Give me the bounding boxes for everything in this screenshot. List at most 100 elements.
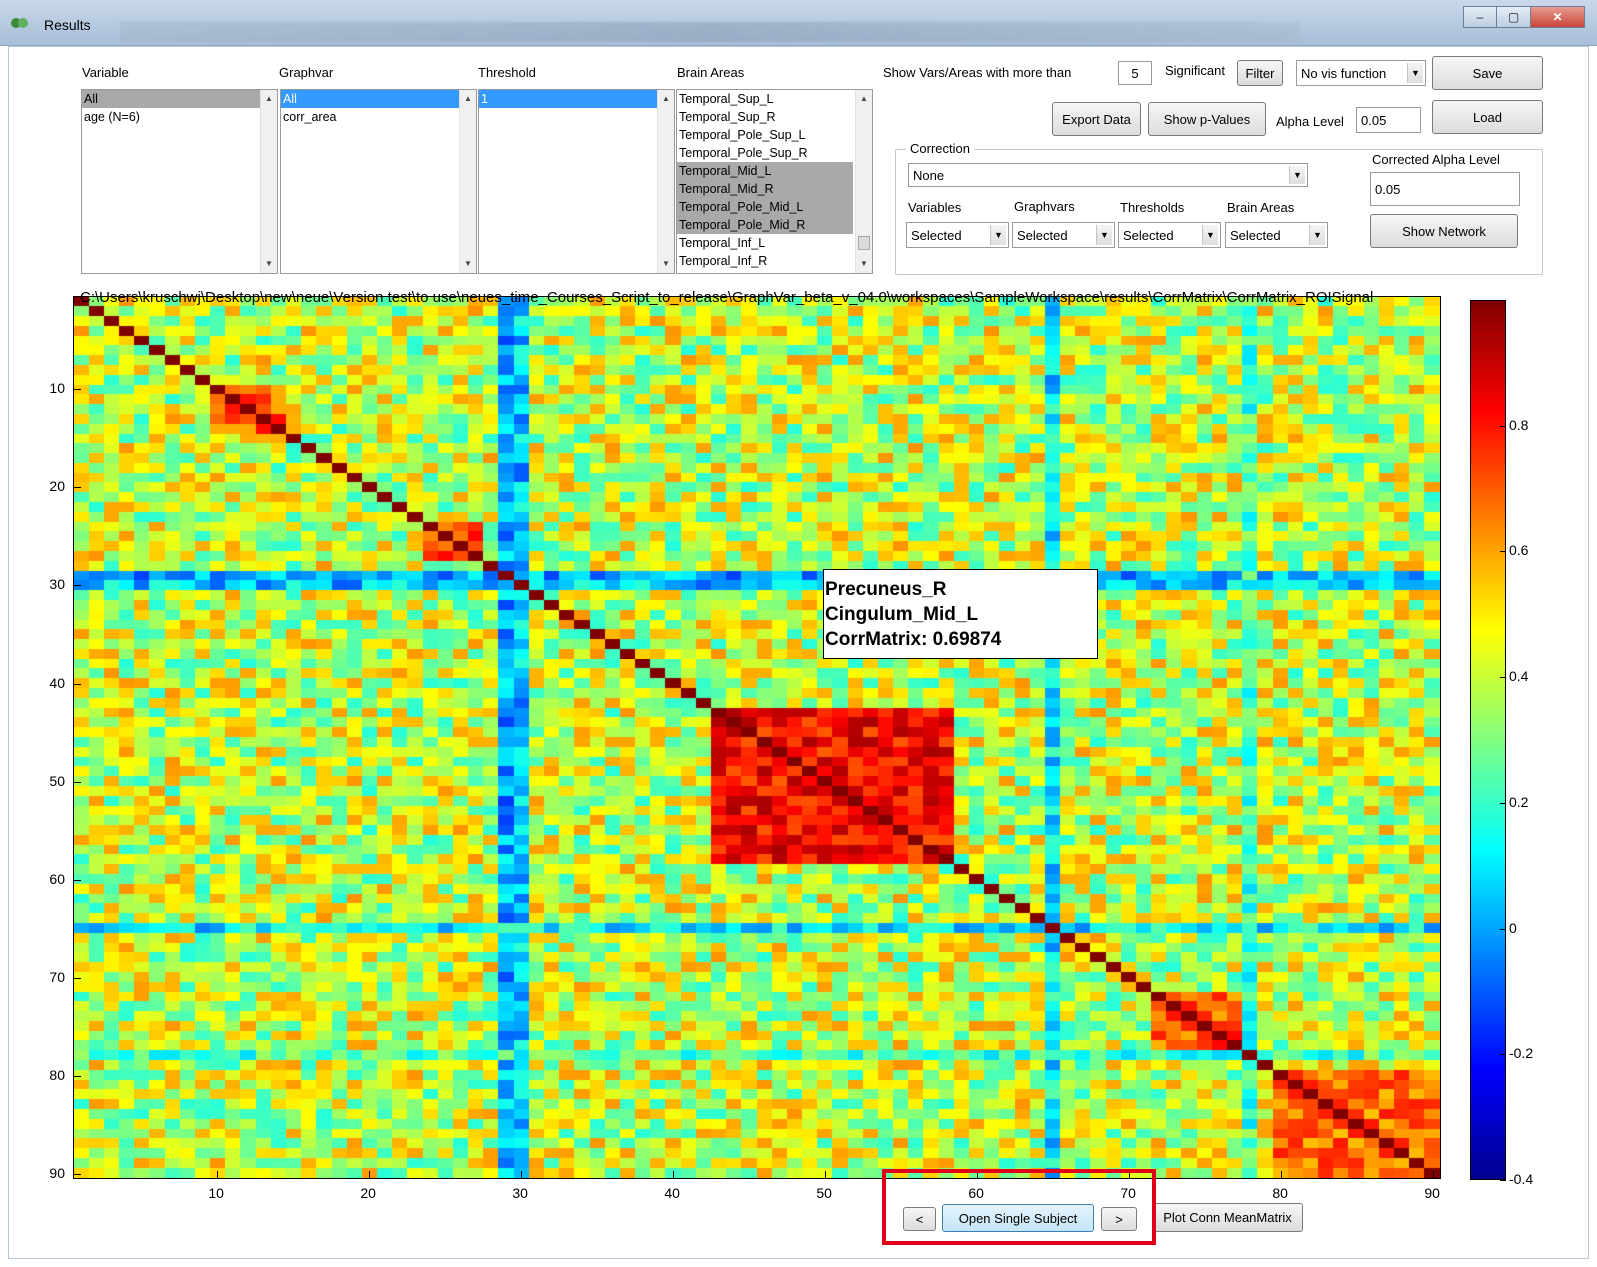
y-tick-label: 90 [49, 1165, 65, 1182]
list-item[interactable]: Temporal_Mid_R [677, 180, 853, 198]
filter-button[interactable]: Filter [1237, 60, 1283, 86]
maximize-button[interactable]: ▢ [1497, 6, 1531, 28]
y-tick-mark [73, 977, 81, 979]
close-button[interactable]: ✕ [1531, 6, 1585, 28]
y-tick-mark [73, 879, 81, 881]
x-tick-mark [521, 1171, 523, 1179]
y-tick-mark [73, 487, 81, 489]
threshold-header: Threshold [478, 65, 536, 80]
x-tick-mark [1129, 1171, 1131, 1179]
list-item[interactable]: All [82, 90, 260, 108]
x-tick-mark [1433, 1171, 1435, 1179]
graphvar-listbox[interactable]: All corr_area ▲ ▼ [280, 89, 477, 274]
open-single-subject-button[interactable]: Open Single Subject [942, 1204, 1094, 1232]
colorbar-tick-mark [1500, 802, 1506, 804]
colorbar [1470, 300, 1506, 1180]
list-item[interactable]: Temporal_Pole_Sup_R [679, 146, 808, 160]
chevron-down-icon: ▼ [1096, 225, 1112, 245]
dropdown-value: Selected [1230, 227, 1281, 243]
export-data-button[interactable]: Export Data [1052, 102, 1141, 136]
y-tick-mark [73, 389, 81, 391]
scrollbar[interactable]: ▲ ▼ [657, 90, 674, 273]
x-tick-label: 60 [968, 1185, 984, 1201]
correction-brain-areas-dropdown[interactable]: Selected ▼ [1225, 222, 1328, 248]
threshold-listbox[interactable]: 1 ▲ ▼ [478, 89, 675, 274]
x-tick-label: 50 [816, 1185, 832, 1201]
scrollbar[interactable]: ▲ ▼ [855, 90, 872, 273]
dropdown-value: Selected [1123, 227, 1174, 243]
list-item[interactable]: Temporal_Pole_Mid_R [677, 216, 853, 234]
colorbar-tick-label: -0.2 [1509, 1045, 1534, 1062]
red-highlight-annotation [882, 1169, 1156, 1245]
x-tick-mark [977, 1171, 979, 1179]
x-tick-label: 10 [208, 1185, 224, 1201]
load-button[interactable]: Load [1432, 100, 1543, 134]
heatmap-canvas[interactable] [74, 297, 1440, 1178]
y-tick-label: 10 [49, 380, 65, 397]
y-tick-label: 30 [49, 576, 65, 593]
x-tick-mark [1281, 1171, 1283, 1179]
window-buttons: – ▢ ✕ [1463, 6, 1585, 28]
alpha-level-input[interactable]: 0.05 [1356, 107, 1421, 133]
x-tick-mark [825, 1171, 827, 1179]
y-tick-mark [73, 585, 81, 587]
chevron-down-icon: ▼ [990, 225, 1006, 245]
show-vars-count-input[interactable]: 5 [1118, 61, 1152, 85]
x-tick-mark [369, 1171, 371, 1179]
correction-variables-dropdown[interactable]: Selected ▼ [906, 222, 1009, 248]
significant-label: Significant [1165, 63, 1225, 78]
variable-listbox[interactable]: All age (N=6) ▲ ▼ [81, 89, 278, 274]
list-item[interactable]: age (N=6) [84, 110, 140, 124]
minimize-button[interactable]: – [1463, 6, 1497, 28]
correction-method-dropdown[interactable]: None ▼ [908, 163, 1308, 187]
x-tick-mark [673, 1171, 675, 1179]
y-tick-label: 80 [49, 1066, 65, 1083]
correction-thresholds-dropdown[interactable]: Selected ▼ [1118, 222, 1221, 248]
list-item[interactable]: Temporal_Pole_Sup_L [679, 128, 806, 142]
datatip-col-label: Cingulum_Mid_L [825, 604, 979, 625]
colorbar-tick-label: -0.4 [1509, 1171, 1534, 1187]
chevron-down-icon: ▼ [1289, 166, 1305, 184]
colorbar-tick-mark [1500, 425, 1506, 427]
show-p-values-button[interactable]: Show p-Values [1148, 102, 1266, 136]
y-tick-label: 40 [49, 674, 65, 691]
list-item[interactable]: Temporal_Sup_R [679, 110, 776, 124]
correlation-heatmap[interactable] [73, 296, 1441, 1179]
datatip-row-label: Precuneus_R [825, 579, 947, 600]
window-title: Results [44, 17, 91, 33]
list-item[interactable]: Temporal_Pole_Mid_L [677, 198, 853, 216]
list-item[interactable]: corr_area [283, 110, 337, 124]
x-tick-label: 70 [1120, 1185, 1136, 1201]
list-item[interactable]: Temporal_Sup_L [679, 92, 774, 106]
x-tick-label: 40 [664, 1185, 680, 1201]
corrected-alpha-input[interactable]: 0.05 [1370, 172, 1520, 206]
next-subject-button[interactable]: > [1101, 1207, 1137, 1231]
window-titlebar: Results – ▢ ✕ [0, 0, 1597, 46]
scrollbar[interactable]: ▲ ▼ [260, 90, 277, 273]
list-item[interactable]: Temporal_Mid_L [677, 162, 853, 180]
correction-variables-label: Variables [908, 200, 962, 215]
vis-function-dropdown[interactable]: No vis function ▼ [1296, 60, 1426, 86]
scrollbar[interactable]: ▲ ▼ [459, 90, 476, 273]
dropdown-value: Selected [1017, 227, 1068, 243]
colorbar-tick-mark [1500, 677, 1506, 679]
brain-areas-listbox[interactable]: Temporal_Sup_L Temporal_Sup_R Temporal_P… [676, 89, 873, 274]
list-item[interactable]: 1 [479, 90, 657, 108]
previous-subject-button[interactable]: < [903, 1207, 936, 1231]
corrected-alpha-label: Corrected Alpha Level [1372, 152, 1500, 167]
scrollbar-thumb[interactable] [858, 236, 870, 250]
save-button[interactable]: Save [1432, 56, 1543, 90]
colorbar-tick-label: 0.6 [1509, 542, 1529, 559]
colorbar-tick-label: 0.8 [1509, 416, 1529, 433]
plot-conn-mean-matrix-button[interactable]: Plot Conn MeanMatrix [1152, 1203, 1303, 1232]
vis-function-value: No vis function [1301, 65, 1387, 81]
show-network-button[interactable]: Show Network [1370, 214, 1518, 248]
blurred-window-path [120, 22, 1300, 42]
colorbar-tick-label: 0.2 [1509, 793, 1529, 810]
x-tick-label: 90 [1424, 1185, 1440, 1201]
list-item[interactable]: Temporal_Inf_L [679, 236, 766, 250]
list-item[interactable]: All [281, 90, 459, 108]
correction-graphvars-dropdown[interactable]: Selected ▼ [1012, 222, 1115, 248]
list-item[interactable]: Temporal_Inf_R [679, 254, 768, 268]
datatip: Precuneus_R Cingulum_Mid_L CorrMatrix: 0… [823, 569, 1098, 659]
